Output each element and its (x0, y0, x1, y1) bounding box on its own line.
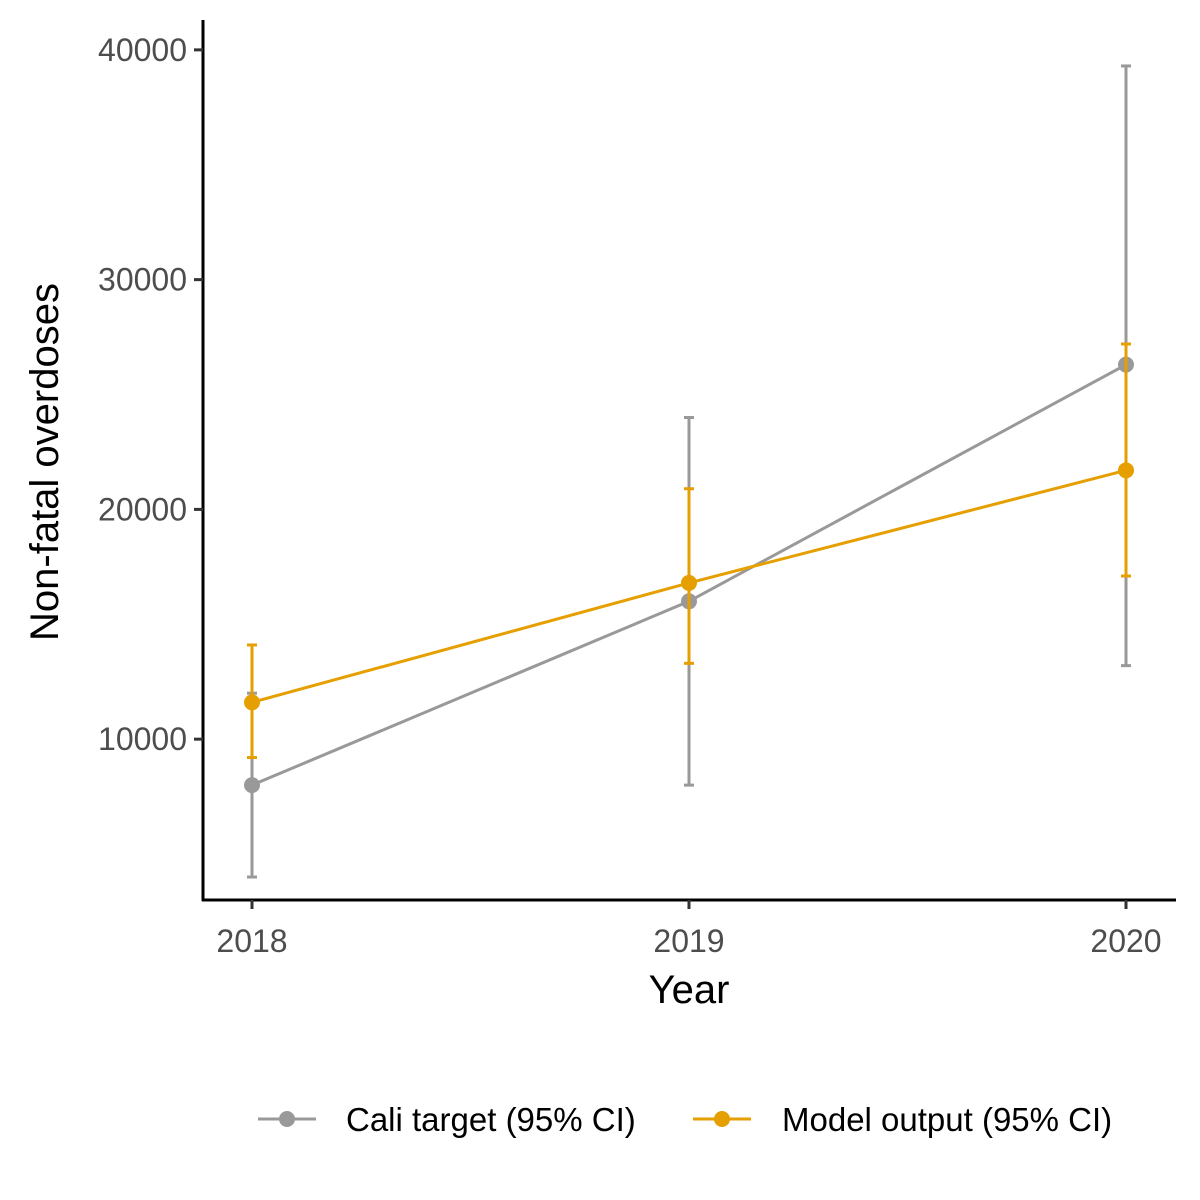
legend-label: Cali target (95% CI) (346, 1101, 636, 1138)
data-point (244, 777, 260, 794)
x-tick-label: 2018 (216, 923, 287, 959)
y-axis-title: Non-fatal overdoses (23, 283, 67, 641)
y-tick-label: 20000 (98, 491, 187, 527)
series-cali-target (244, 64, 1134, 879)
legend: Cali target (95% CI) Model output (95% CI… (258, 1101, 1112, 1138)
legend-label: Model output (95% CI) (782, 1101, 1112, 1138)
y-tick-label: 30000 (98, 262, 187, 298)
y-tick-label: 40000 (98, 32, 187, 68)
legend-item: Cali target (95% CI) (258, 1101, 636, 1138)
x-tick-label: 2020 (1090, 923, 1161, 959)
data-point (1118, 462, 1134, 479)
series-model-output (244, 342, 1134, 760)
data-point (681, 574, 697, 591)
chart-marks (244, 64, 1134, 879)
y-tick-label: 10000 (98, 721, 187, 757)
legend-item: Model output (95% CI) (693, 1101, 1112, 1138)
data-point (244, 694, 260, 711)
legend-key-point (279, 1111, 295, 1127)
legend-key-point (714, 1111, 730, 1127)
x-tick-label: 2019 (653, 923, 724, 959)
x-axis-title: Year (649, 968, 730, 1012)
y-axis-ticks: 10000 20000 30000 40000 (98, 32, 203, 757)
x-axis-ticks: 2018 2019 2020 (216, 900, 1162, 959)
